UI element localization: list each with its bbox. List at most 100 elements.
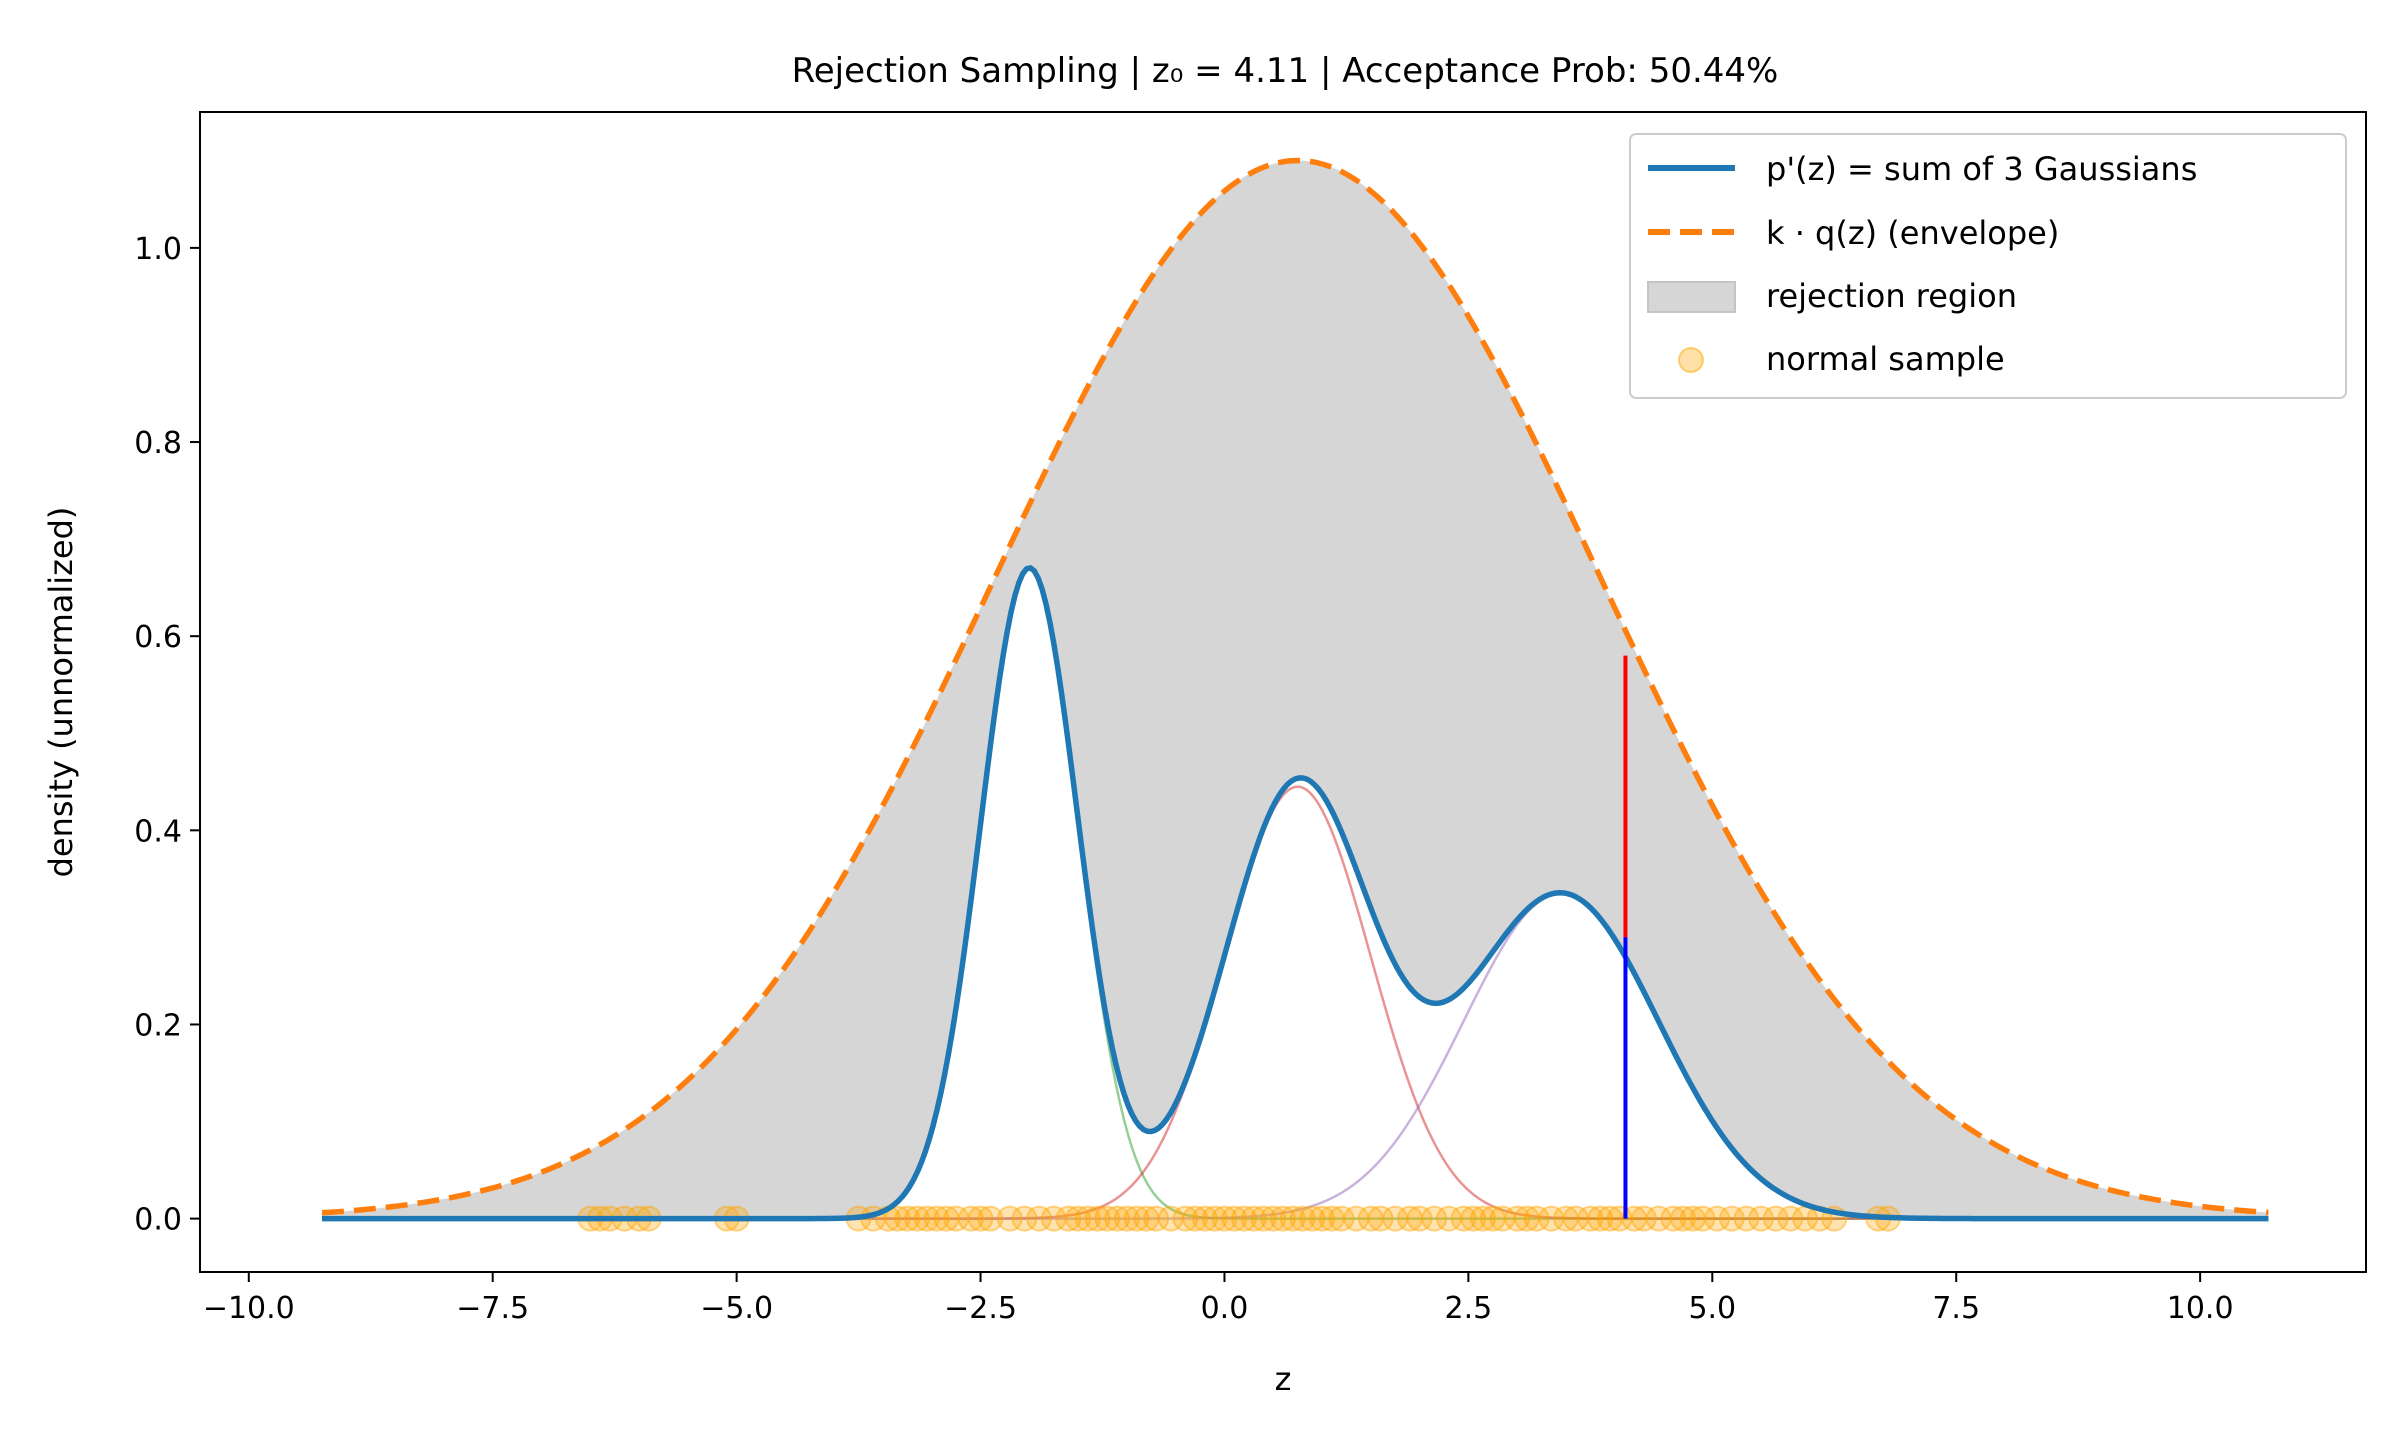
sample-point [1074, 1205, 1101, 1232]
sample-point [894, 1205, 921, 1232]
sample-point [1762, 1205, 1789, 1232]
sample-point [1172, 1205, 1199, 1232]
sample-point [1250, 1205, 1277, 1232]
x-tick-label: −10.0 [203, 1291, 295, 1326]
sample-point [1538, 1205, 1565, 1232]
x-tick-label: 5.0 [1688, 1291, 1736, 1326]
sample-point [1587, 1205, 1614, 1232]
sample-point [1631, 1205, 1657, 1232]
sample-point [1094, 1205, 1121, 1232]
sample-point [1367, 1205, 1394, 1232]
sample-point [1328, 1205, 1355, 1232]
chart-title: Rejection Sampling | z₀ = 4.11 | Accepta… [792, 51, 1779, 91]
sample-point [1221, 1205, 1248, 1232]
sample-point [1450, 1205, 1477, 1232]
sample-point [1065, 1205, 1092, 1232]
sample-point [1084, 1205, 1111, 1232]
sample-point [1357, 1205, 1384, 1232]
sample-point [1133, 1205, 1160, 1232]
sample-point [1777, 1205, 1804, 1232]
sample-point [1104, 1205, 1131, 1232]
sample-point [1748, 1205, 1775, 1232]
x-tick-label: −7.5 [456, 1291, 529, 1326]
sample-point [996, 1205, 1023, 1232]
sample-point [1270, 1205, 1296, 1232]
sample-point [1479, 1205, 1506, 1232]
sample-point [1660, 1205, 1687, 1232]
sample-point [1406, 1205, 1433, 1232]
sample-point [1421, 1205, 1448, 1232]
sample-point [1113, 1205, 1140, 1232]
sample-point [1240, 1205, 1267, 1232]
legend-box [1629, 133, 2347, 399]
sample-point [1011, 1205, 1038, 1232]
sample-point [957, 1205, 984, 1232]
sample-point [977, 1205, 1004, 1232]
y-tick-label: 1.0 [134, 232, 182, 267]
y-tick-label: 0.4 [134, 814, 182, 849]
sample-point [1523, 1205, 1550, 1232]
sample-point [1645, 1205, 1672, 1232]
legend-label-sample: normal sample [1766, 340, 2005, 378]
sample-point [1026, 1205, 1053, 1232]
sample-point [1191, 1205, 1218, 1232]
sample-point [1211, 1205, 1238, 1232]
legend: p'(z) = sum of 3 Gaussians k · q(z) (env… [1629, 133, 2347, 399]
legend-label-envelope: k · q(z) (envelope) [1766, 214, 2059, 252]
plot-area [321, 157, 2269, 1232]
axes: −10.0 −7.5 −5.0 −2.5 0.0 2.5 5.0 7.5 10.0 0.0 0.2 0… [134, 232, 2233, 1326]
x-tick-label: 2.5 [1445, 1291, 1493, 1326]
legend-swatch-rejection [1647, 281, 1736, 313]
sample-point [943, 1205, 970, 1232]
sample-point [1201, 1205, 1228, 1232]
rejection-region [321, 160, 2269, 1219]
y-axis-label: density (unnormalized) [42, 507, 80, 878]
sample-point [1040, 1205, 1067, 1232]
sample-point [1435, 1205, 1462, 1232]
sample-point [1670, 1205, 1697, 1232]
sample-point [1260, 1205, 1287, 1232]
sample-point [1689, 1205, 1716, 1232]
sample-point [923, 1205, 950, 1232]
sample-point [904, 1205, 931, 1232]
legend-label-p: p'(z) = sum of 3 Gaussians [1766, 150, 2197, 188]
sample-point [884, 1205, 911, 1232]
sample-point [1123, 1205, 1150, 1232]
sample-point [1679, 1205, 1706, 1232]
sample-point [1733, 1205, 1760, 1232]
legend-marker-sample [1678, 347, 1704, 373]
sample-point [1470, 1205, 1497, 1232]
x-tick-label: −2.5 [944, 1291, 1017, 1326]
sample-point [1382, 1205, 1409, 1232]
sample-point [933, 1205, 960, 1232]
x-tick-label: −5.0 [700, 1291, 773, 1326]
sample-point [1299, 1205, 1326, 1232]
x-tick-label: 10.0 [2167, 1291, 2234, 1326]
sample-point [1621, 1205, 1648, 1232]
y-tick-label: 0.8 [134, 426, 182, 461]
y-tick-label: 0.0 [134, 1203, 182, 1238]
sample-point [1157, 1205, 1184, 1232]
sample-point [1489, 1205, 1516, 1232]
y-tick-label: 0.2 [134, 1008, 182, 1043]
sample-point [1460, 1205, 1487, 1232]
legend-label-rejection: rejection region [1766, 277, 2017, 315]
sample-point [1318, 1205, 1345, 1232]
envelope-line [321, 157, 2269, 1216]
sample-point [1289, 1205, 1316, 1232]
sample-point [1396, 1205, 1423, 1232]
sample-point [1230, 1205, 1257, 1232]
sample-point [1309, 1205, 1336, 1232]
sample-point [1504, 1205, 1531, 1232]
x-tick-label: 7.5 [1932, 1291, 1980, 1326]
sample-point [1596, 1205, 1623, 1232]
sample-point [1513, 1205, 1540, 1232]
sample-point [913, 1205, 940, 1232]
sample-point [1552, 1205, 1579, 1232]
sample-point [1182, 1205, 1209, 1232]
sample-point [967, 1205, 994, 1232]
sample-point [1143, 1205, 1170, 1232]
sample-point [1704, 1205, 1731, 1232]
x-axis-label: z [1275, 1360, 1292, 1398]
